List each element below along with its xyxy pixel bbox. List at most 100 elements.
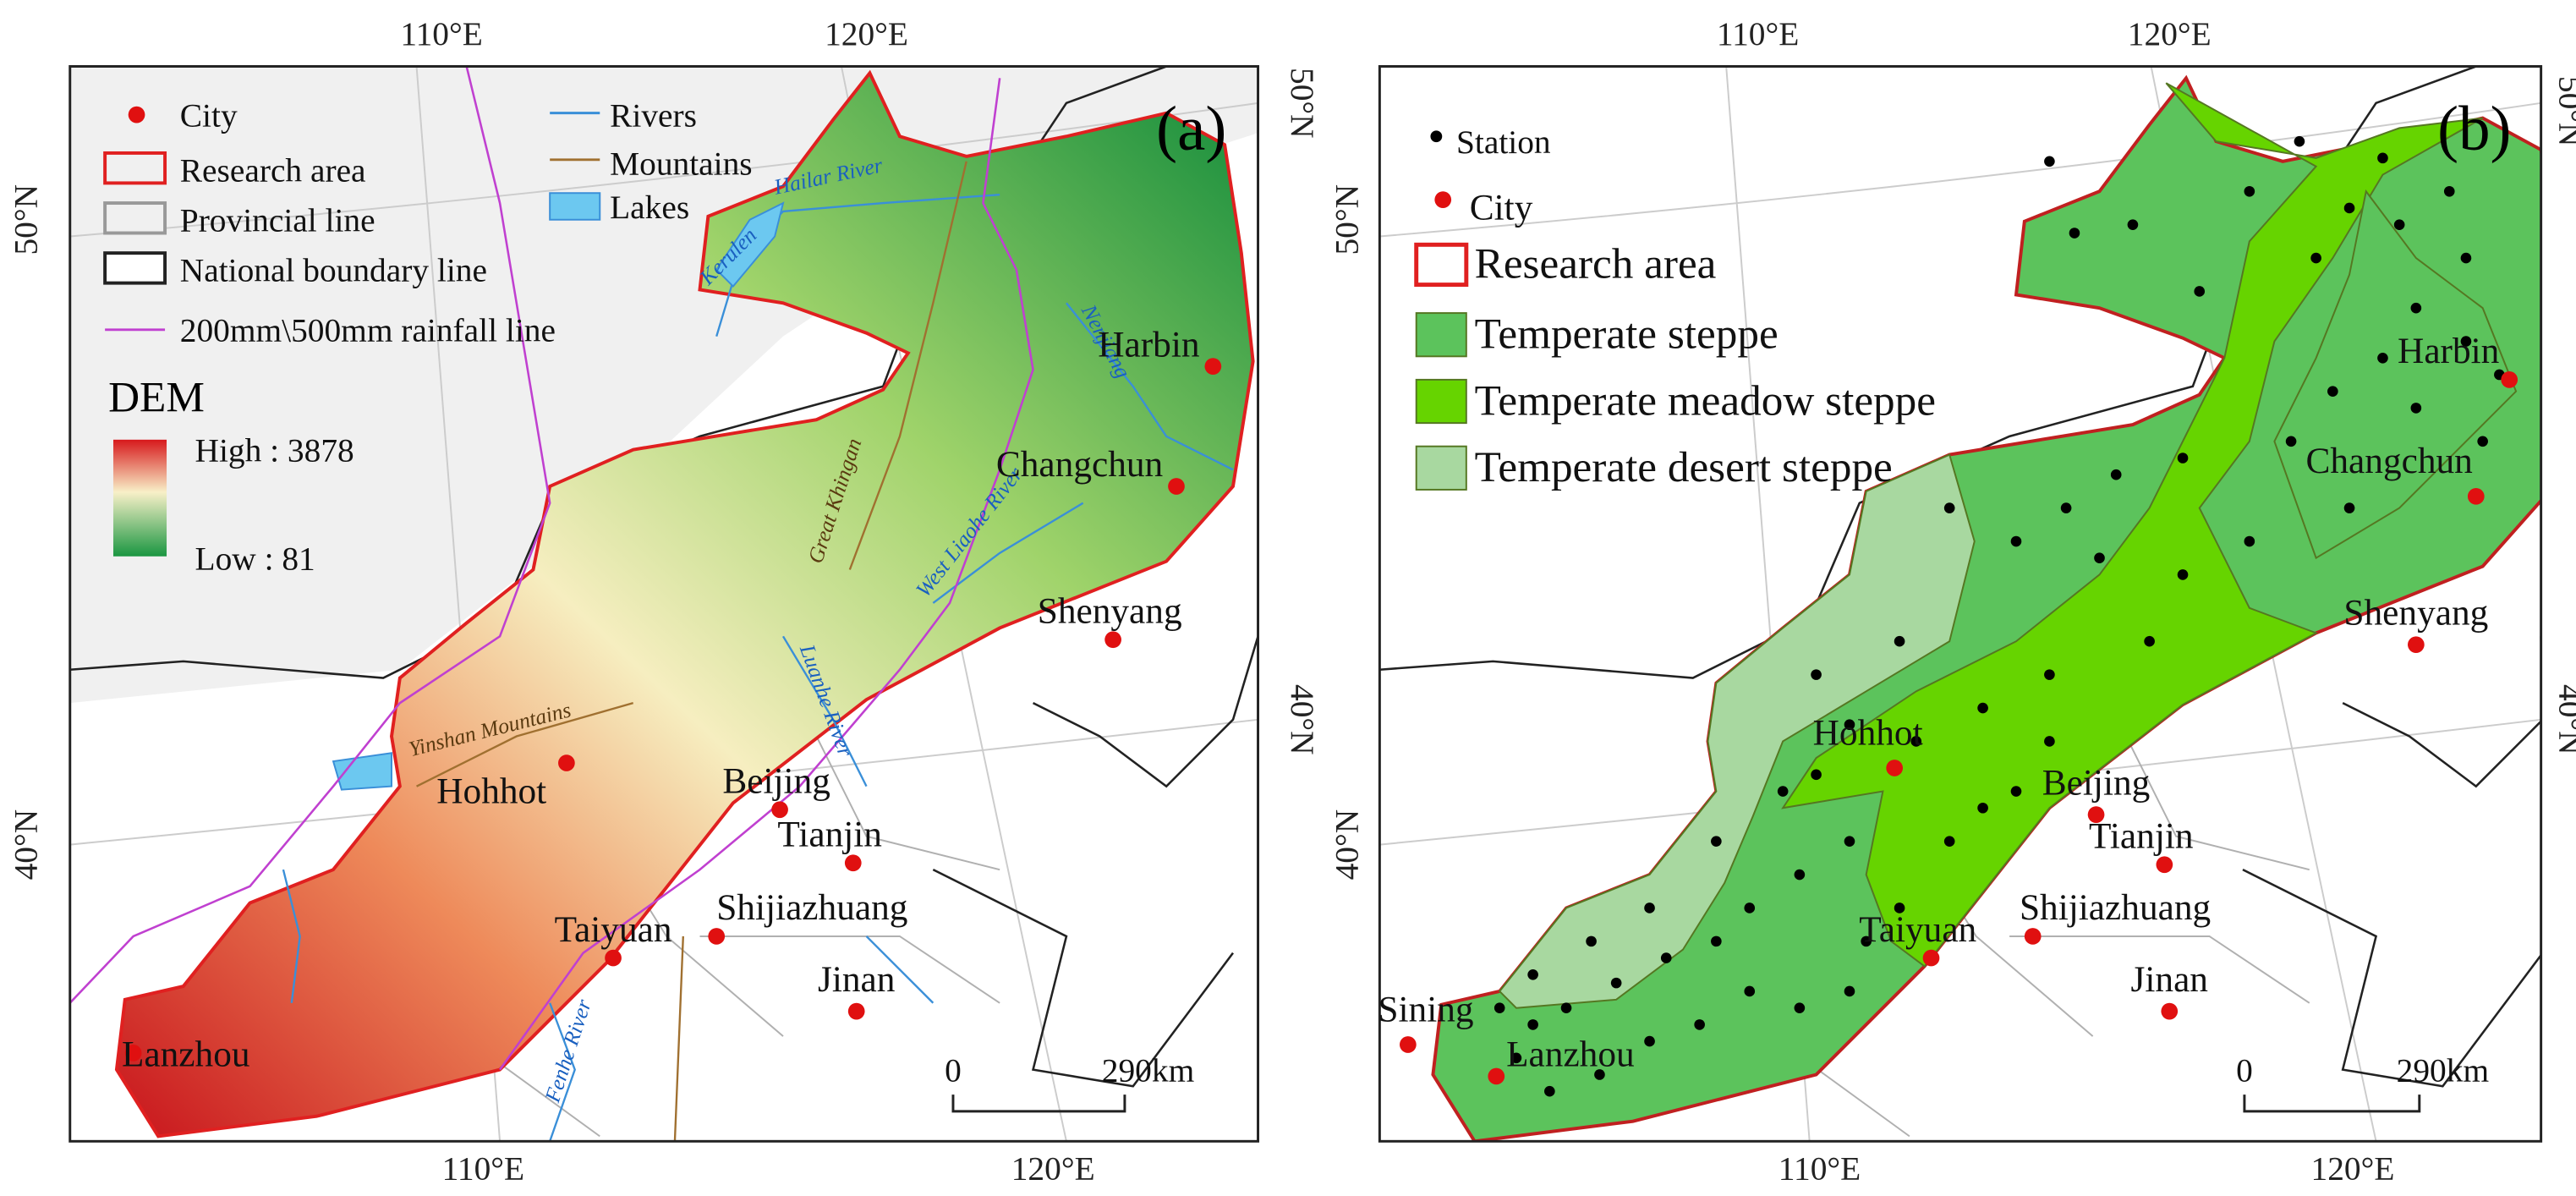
graticule-label: 120°E [2311, 1150, 2395, 1188]
city-marker [771, 801, 788, 819]
scale-bar [951, 1095, 1126, 1113]
station-marker [1711, 935, 1722, 947]
station-marker [2343, 502, 2355, 513]
graticule-label: 50°N [2551, 76, 2576, 147]
map-body [69, 66, 1258, 1142]
map-frame [69, 65, 1260, 1143]
city-marker [605, 949, 622, 967]
graticule-label: 40°N [7, 809, 44, 881]
map-body [1379, 66, 2541, 1142]
legend-label: Research area [180, 151, 366, 189]
steppe-zones [1431, 74, 2541, 1142]
station-marker [2460, 252, 2472, 264]
station-marker [2127, 219, 2139, 230]
station-marker [2010, 535, 2022, 547]
legend-label: 200mm\500mm rainfall line [180, 312, 556, 349]
legend-symbol [549, 192, 601, 221]
city-label: Harbin [2398, 331, 2500, 371]
city-marker [708, 928, 726, 945]
city-marker [844, 854, 862, 872]
legend-label: Rivers [610, 96, 697, 134]
city-label: Tianjin [777, 815, 882, 855]
legend-symbol [103, 251, 167, 285]
graticule-label: 40°N [2551, 684, 2576, 755]
city-marker [2156, 856, 2173, 874]
station-marker [1694, 1019, 1705, 1030]
station-marker [2377, 352, 2388, 364]
station-marker [2327, 386, 2338, 397]
station-marker [1910, 736, 1922, 747]
station-marker [1644, 1035, 1655, 1047]
legend-symbol [103, 151, 167, 185]
station-marker [1794, 869, 1806, 881]
station-marker [1894, 635, 1905, 647]
station-marker [2460, 336, 2472, 347]
city-marker [1886, 760, 1904, 776]
station-marker [2410, 302, 2422, 314]
station-marker [1527, 1019, 1538, 1030]
station-marker [2144, 635, 2155, 647]
scale-start: 0 [945, 1051, 962, 1089]
city-marker [124, 1045, 142, 1062]
station-marker [2294, 135, 2305, 147]
station-marker [1811, 769, 1822, 781]
city-marker [2408, 636, 2425, 654]
station-marker [1560, 1002, 1572, 1013]
city-marker [2161, 1002, 2179, 1020]
legend-symbol [1415, 378, 1467, 425]
legend-label: Temperate desert steppe [1475, 443, 1893, 491]
city-label: Changchun [2305, 441, 2473, 481]
city-label: Shijiazhuang [2020, 887, 2211, 928]
city-marker [847, 1002, 865, 1020]
graticule-label: 110°E [400, 15, 482, 52]
station-marker [1844, 836, 1855, 847]
temperate-meadow-steppe [1781, 82, 2484, 968]
city-marker [1922, 949, 1940, 967]
legend-symbol [1430, 130, 1443, 143]
station-marker [1861, 935, 1872, 947]
dem-ramp [112, 439, 167, 557]
city-label: Tianjin [2089, 816, 2194, 857]
legend-symbol [1434, 191, 1452, 208]
station-marker [2410, 403, 2422, 414]
legend-label: Research area [1475, 240, 1717, 288]
station-marker [2244, 535, 2255, 547]
station-marker [1777, 786, 1789, 797]
graticule-label: 120°E [1011, 1150, 1095, 1188]
city-label: Beijing [2042, 762, 2151, 803]
city-label: Lanzhou [1506, 1034, 1635, 1075]
legend-label: City [180, 96, 238, 134]
city-marker [1104, 631, 1121, 649]
panel-b: Harbin Changchun Shenyang Beijing Tianjin Shi… [1329, 15, 2576, 1188]
station-marker [1794, 1002, 1806, 1013]
scale-end: 290km [1102, 1051, 1195, 1089]
map-frame [1378, 65, 2543, 1143]
graticule-label: 40°N [1329, 809, 1366, 881]
legend-label: Temperate steppe [1475, 310, 1779, 358]
station-marker [1744, 902, 1756, 913]
rivers [282, 194, 1234, 1142]
station-marker [2177, 569, 2189, 580]
city-label: Lanzhou [122, 1034, 250, 1075]
panel-label: (a) [1156, 94, 1226, 164]
legend-symbol [103, 201, 167, 235]
city-marker [1204, 358, 1222, 375]
graticule-label: 110°E [1779, 1150, 1861, 1188]
city-marker [558, 754, 575, 771]
station-marker [1494, 1002, 1505, 1013]
station-marker [2310, 252, 2321, 264]
city-marker [2087, 806, 2105, 823]
station-marker [1544, 1085, 1555, 1097]
city-marker [1488, 1067, 1505, 1085]
station-marker [2194, 286, 2206, 297]
graticule-label: 110°E [1717, 15, 1799, 52]
legend-label: Lakes [610, 189, 689, 226]
station-marker [1644, 902, 1655, 913]
station-marker [2094, 552, 2105, 564]
station-marker [2110, 469, 2122, 480]
rainfall-lines [69, 66, 1034, 1071]
temperate-steppe-east [2273, 189, 2518, 560]
station-marker [2377, 152, 2388, 164]
